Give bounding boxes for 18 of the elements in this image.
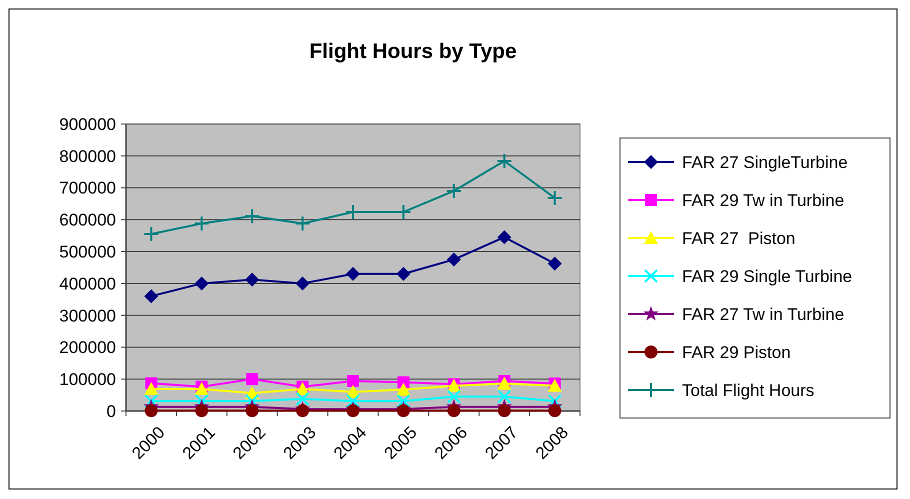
y-tick-label: 800000: [59, 146, 116, 166]
y-tick-label: 600000: [59, 210, 116, 230]
y-tick-label: 0: [106, 402, 116, 421]
y-tick-label: 100000: [59, 370, 116, 390]
legend-label: FAR 29 Tw in Turbine: [682, 190, 844, 210]
y-tick-label: 200000: [59, 338, 116, 358]
legend-label: FAR 27 Tw in Turbine: [682, 304, 844, 324]
legend-label: FAR 27 SingleTurbine: [682, 152, 848, 172]
legend-label: FAR 29 Single Turbine: [682, 266, 852, 286]
y-tick-label: 700000: [59, 178, 116, 198]
y-tick-label: 500000: [59, 242, 116, 262]
y-tick-label: 300000: [59, 306, 116, 326]
legend-label: FAR 27 Piston: [682, 228, 796, 248]
chart-title: Flight Hours by Type: [309, 40, 517, 63]
y-tick-label: 900000: [59, 114, 116, 134]
legend-label: FAR 29 Piston: [682, 342, 791, 362]
y-tick-label: 400000: [59, 274, 116, 294]
legend-label: Total Flight Hours: [682, 380, 814, 400]
